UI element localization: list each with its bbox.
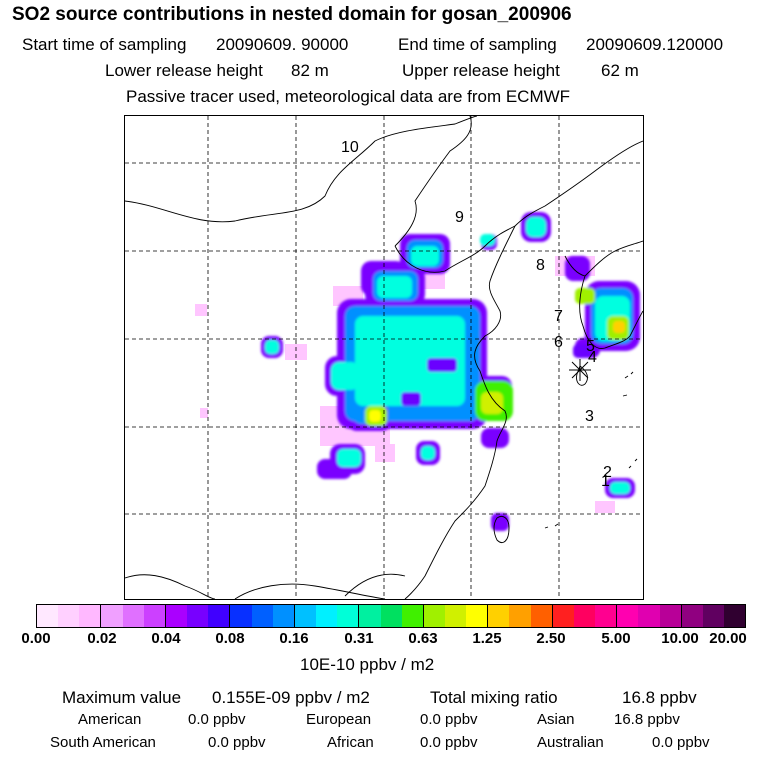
color-scale-cell [680, 605, 703, 627]
color-scale-cell [444, 605, 467, 627]
color-scale-cell [573, 605, 596, 627]
track-label-2: 2 [603, 464, 612, 481]
color-scale-cell [187, 605, 209, 627]
track-label-7: 7 [554, 308, 563, 325]
track-label-9: 9 [455, 209, 464, 226]
scale-tick: 0.63 [408, 630, 438, 647]
region-name: Australian [537, 734, 604, 751]
color-scale-cell [100, 605, 123, 627]
map-title: SO2 source contributions in nested domai… [12, 4, 572, 25]
tracer-note: Passive tracer used, meteorological data… [126, 87, 571, 106]
color-scale-cell [551, 605, 574, 627]
scale-tick: 20.00 [709, 630, 747, 647]
region-value: 0.0 ppbv [652, 734, 710, 751]
color-scale-cell [316, 605, 338, 627]
color-scale-cell [208, 605, 230, 627]
region-name: American [78, 711, 142, 728]
color-scale-cell [164, 605, 188, 627]
color-scale-cell [638, 605, 660, 627]
map-canvas: 10 9 8 7 6 5 4 3 2 1 [125, 116, 643, 599]
start-time-label: Start time of sampling [22, 35, 187, 54]
total-mixing-label: Total mixing ratio [430, 688, 558, 707]
region-value: 0.0 ppbv [420, 734, 478, 751]
coastlines [125, 116, 643, 599]
region-value: 0.0 ppbv [420, 711, 478, 728]
color-scale-cell [79, 605, 101, 627]
track-label-1: 1 [601, 473, 610, 490]
scale-tick: 0.02 [87, 630, 117, 647]
scale-tick: 10.00 [661, 630, 699, 647]
region-value: 16.8 ppbv [614, 711, 680, 728]
max-value: 0.155E-09 ppbv / m2 [212, 688, 370, 707]
color-scale-cell [358, 605, 381, 627]
start-time-value: 20090609. 90000 [216, 35, 349, 54]
color-scale-cell [401, 605, 423, 627]
color-scale-cell [229, 605, 252, 627]
scale-tick: 1.25 [472, 630, 502, 647]
color-scale-cell [380, 605, 402, 627]
color-scale-cell [422, 605, 445, 627]
color-scale-cell [122, 605, 144, 627]
color-scale-cell [293, 605, 317, 627]
asterisk-icon [569, 359, 591, 381]
end-time-value: 20090609.120000 [586, 35, 724, 54]
color-scale-cell [272, 605, 294, 627]
track-label-4: 4 [588, 349, 597, 366]
scale-tick: 5.00 [601, 630, 631, 647]
color-scale-cell [58, 605, 80, 627]
scale-tick: 0.08 [215, 630, 245, 647]
region-name: South American [50, 734, 156, 751]
color-scale-cell [724, 605, 746, 627]
end-time-label: End time of sampling [398, 35, 557, 54]
color-scale-cell [251, 605, 273, 627]
color-scale-cell [487, 605, 510, 627]
region-name: Asian [537, 711, 575, 728]
track-label-5: 5 [586, 338, 595, 355]
color-scale-cell [143, 605, 165, 627]
track-label-3: 3 [585, 408, 594, 425]
track-label-10: 10 [341, 139, 359, 156]
region-value: 0.0 ppbv [208, 734, 266, 751]
lower-height-label: Lower release height [105, 61, 263, 80]
track-label-6: 6 [554, 334, 563, 351]
color-scale-cell [466, 605, 488, 627]
max-value-label: Maximum value [62, 688, 182, 707]
color-scale-bar [36, 604, 746, 628]
color-scale-cell [337, 605, 359, 627]
lower-height-value: 82 m [291, 61, 329, 80]
color-scale-cell [659, 605, 681, 627]
upper-height-label: Upper release height [402, 61, 560, 80]
region-value: 0.0 ppbv [188, 711, 246, 728]
color-scale-cell [616, 605, 639, 627]
color-scale-cell [702, 605, 724, 627]
scale-units: 10E-10 ppbv / m2 [300, 655, 435, 674]
upper-height-value: 62 m [601, 61, 639, 80]
color-scale-cell [595, 605, 617, 627]
region-name: African [327, 734, 374, 751]
color-scale-cell [530, 605, 552, 627]
lat-lon-grid [125, 116, 643, 599]
color-scale-cell [37, 605, 59, 627]
scale-tick: 0.04 [151, 630, 181, 647]
scale-tick: 0.16 [279, 630, 309, 647]
map-panel: 10 9 8 7 6 5 4 3 2 1 [124, 115, 644, 600]
color-scale-cell [509, 605, 531, 627]
so2-plume [261, 212, 640, 531]
scale-tick: 0.31 [344, 630, 374, 647]
track-label-8: 8 [536, 257, 545, 274]
scale-tick: 0.00 [21, 630, 51, 647]
region-name: European [306, 711, 372, 728]
total-mixing-value: 16.8 ppbv [622, 688, 697, 707]
scale-tick: 2.50 [536, 630, 566, 647]
